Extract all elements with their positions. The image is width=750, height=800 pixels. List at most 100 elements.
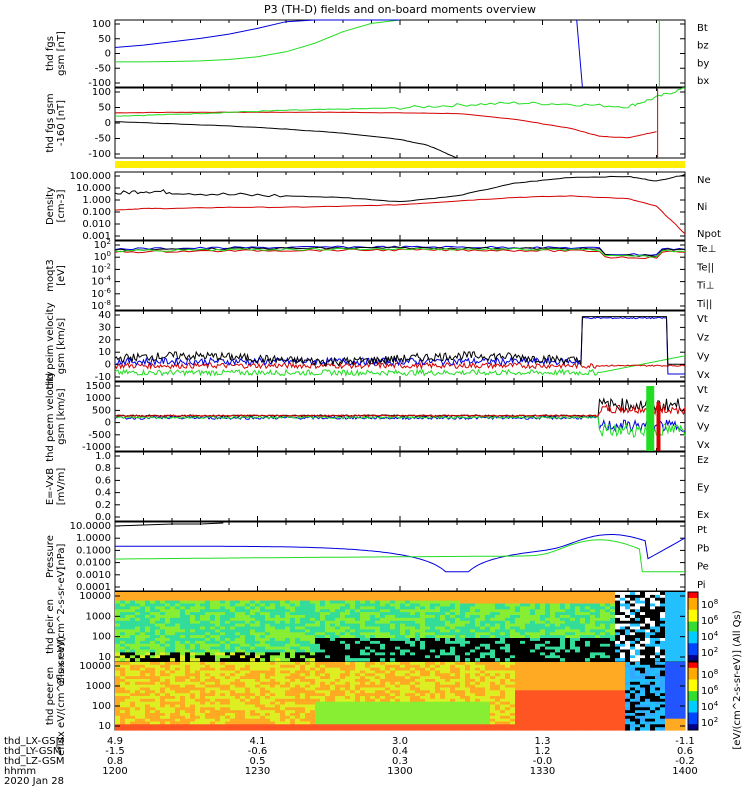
spectro-cell — [365, 670, 371, 674]
spectro-cell — [285, 670, 291, 674]
spectro-cell — [235, 667, 241, 672]
spectro-cell — [195, 698, 201, 703]
spectro-cell — [290, 626, 296, 630]
spectro-cell — [500, 594, 506, 599]
spectro-cell — [260, 718, 266, 723]
spectro-cell — [385, 676, 391, 680]
spectro-cell — [615, 597, 621, 602]
spectro-cell — [270, 718, 276, 723]
spectro-cell — [165, 609, 171, 613]
spectro-cell — [485, 649, 491, 653]
spectro-cell — [480, 626, 486, 630]
spectro-cell — [155, 615, 161, 619]
spectro-cell — [180, 609, 186, 613]
spectro-cell — [330, 667, 336, 672]
spectro-cell — [510, 609, 516, 613]
spectro-cell — [645, 603, 651, 607]
spectro-cell — [205, 701, 211, 706]
spectro-cell — [300, 718, 306, 723]
spectro-cell — [365, 594, 371, 599]
spectro-cell — [470, 652, 476, 656]
spectro-cell — [205, 612, 211, 616]
spectro-cell — [255, 638, 261, 642]
spectro-cell — [345, 620, 351, 625]
spectro-cell — [560, 606, 566, 610]
spectro-cell — [245, 667, 251, 672]
spectro-cell — [400, 652, 406, 656]
spectro-cell — [240, 727, 246, 731]
spectro-cell — [440, 600, 446, 605]
spectro-cell — [330, 658, 336, 662]
spectro-cell — [240, 693, 246, 697]
spectro-cell — [350, 638, 356, 642]
spectro-cell — [320, 592, 326, 596]
spectro-cell — [155, 698, 161, 703]
spectro-cell — [335, 632, 341, 636]
spectro-cell — [330, 724, 336, 728]
spectro-cell — [420, 600, 426, 605]
spectro-cell — [530, 615, 536, 619]
spectro-cell — [245, 710, 251, 714]
spectro-cell — [445, 638, 451, 642]
spectro-cell — [510, 623, 516, 628]
spectro-cell — [320, 655, 326, 659]
spectro-cell — [350, 684, 356, 689]
spectro-cell — [155, 612, 161, 616]
spectro-cell — [305, 646, 311, 651]
spectro-cell — [680, 594, 686, 599]
spectro-cell — [330, 727, 336, 731]
spectro-cell — [355, 594, 361, 599]
spectro-cell — [425, 713, 431, 717]
spectro-cell — [145, 629, 151, 633]
spectro-cell — [215, 715, 221, 720]
spectro-cell — [355, 673, 361, 677]
spectro-cell — [180, 715, 186, 720]
spectro-cell — [165, 632, 171, 636]
spectro-cell — [325, 704, 331, 708]
spectro-cell — [260, 676, 266, 680]
spectro-cell — [390, 715, 396, 720]
spectro-cell — [165, 696, 171, 700]
spectro-cell — [645, 606, 651, 610]
spectro-cell — [320, 701, 326, 706]
spectro-cell — [230, 655, 236, 659]
spectro-cell — [425, 704, 431, 708]
spectro-cell — [445, 606, 451, 610]
spectro-cell — [255, 632, 261, 636]
spectro-cell — [385, 696, 391, 700]
spectro-cell — [200, 673, 206, 677]
spectro-cell — [310, 632, 316, 636]
spectro-cell — [425, 690, 431, 694]
spectro-cell — [645, 629, 651, 633]
spectro-cell — [305, 640, 311, 645]
spectro-cell — [240, 687, 246, 691]
spectro-cell — [485, 640, 491, 645]
spectro-cell — [150, 652, 156, 656]
spectro-cell — [465, 655, 471, 659]
spectro-cell — [355, 658, 361, 662]
spectro-cell — [225, 592, 231, 596]
spectro-cell — [115, 620, 121, 625]
y-tick-label: 0.0 — [95, 512, 111, 523]
spectro-cell — [305, 629, 311, 633]
y-tick-label: 0.8 — [95, 463, 111, 474]
spectro-cell — [340, 649, 346, 653]
spectro-cell — [210, 629, 216, 633]
spectro-cell — [495, 597, 501, 602]
spectro-cell — [180, 632, 186, 636]
spectro-cell — [520, 640, 526, 645]
spectro-cell — [160, 603, 166, 607]
spectro-cell — [215, 603, 221, 607]
spectro-cell — [195, 594, 201, 599]
spectro-cell — [535, 643, 541, 648]
spectro-cell — [545, 638, 551, 642]
spectro-cell — [210, 681, 216, 686]
spectro-cell — [625, 646, 631, 651]
spectro-cell — [175, 632, 181, 636]
spectro-cell — [450, 606, 456, 610]
spectro-cell — [360, 609, 366, 613]
spectro-cell — [305, 612, 311, 616]
spectro-cell — [410, 658, 416, 662]
spectro-cell — [155, 718, 161, 723]
spectro-cell — [490, 594, 496, 599]
